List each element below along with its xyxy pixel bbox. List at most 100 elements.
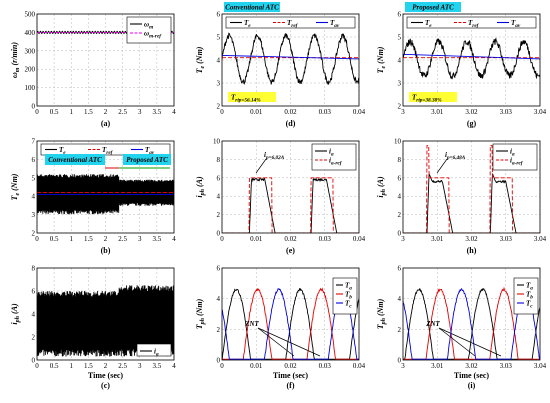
- legend: Te Tref Tav: [225, 16, 356, 29]
- x-tick-label: 2.5: [118, 362, 127, 370]
- panel-a: 0 0.5 1 1.5 2 2.5 3 3.5 4 0 100 200 300 400 500 ωm (r/m…: [10, 11, 176, 129]
- legend-entry: ia: [329, 148, 334, 158]
- y-tick-label: 2: [217, 103, 221, 111]
- x-tick-label: 0: [35, 108, 39, 116]
- y-tick-label: 4: [217, 295, 221, 303]
- legend-entry: Tc: [345, 300, 352, 310]
- y-tick-label: 0: [398, 230, 402, 238]
- x-tick-label: 1.5: [84, 362, 93, 370]
- legend-entry: Te: [244, 19, 251, 29]
- x-tick-label: 0.01: [250, 362, 263, 370]
- y-axis-label: iph (A): [195, 176, 206, 198]
- legend-box: [406, 16, 537, 29]
- y-tick-label: 2: [217, 326, 221, 334]
- y-tick-label: 6: [398, 174, 402, 182]
- x-tick-label: 2: [104, 235, 108, 243]
- x-tick-label: 0.5: [50, 108, 59, 116]
- x-tick-label: 0: [35, 235, 39, 243]
- y-tick-label: 4: [398, 295, 402, 303]
- highlight-box: [224, 2, 280, 12]
- legend-box: [40, 143, 171, 156]
- legend-box: [311, 143, 357, 171]
- y-axis-label: Te (Nm): [376, 46, 387, 73]
- legend-entry: Te: [59, 146, 66, 156]
- series-t-e: [222, 32, 359, 85]
- series-i-a: [222, 177, 359, 233]
- x-tick-label: 4: [172, 362, 176, 370]
- legend-entry: Ta: [526, 282, 533, 292]
- y-tick-label: 4: [398, 193, 402, 201]
- x-tick-label: 0.03: [319, 362, 332, 370]
- x-tick-label: 3: [401, 362, 405, 370]
- x-tick-label: 2.5: [118, 235, 127, 243]
- x-tick-label: 0.04: [353, 362, 366, 370]
- series-t-av: [222, 54, 359, 60]
- y-tick-label: 10: [394, 138, 402, 146]
- series-i-a: [37, 285, 174, 357]
- legend-box: [126, 16, 172, 44]
- annotation-pointer: [257, 327, 321, 357]
- x-tick-label: 1: [70, 108, 74, 116]
- peak-current-label: ip=6.48A: [445, 151, 466, 161]
- y-tick-label: 2: [398, 326, 402, 334]
- legend-entry: Te: [425, 19, 432, 29]
- annotation-pointer: [436, 158, 448, 174]
- x-tick-label: 3.03: [500, 108, 513, 116]
- legend-entry: Tav: [511, 19, 521, 29]
- legend-box: [225, 16, 356, 29]
- y-axis-label: Tph (Nm): [376, 298, 387, 329]
- x-tick-label: 3.03: [500, 235, 513, 243]
- y-tick-label: 3: [32, 211, 36, 219]
- y-tick-label: 4: [217, 57, 221, 65]
- y-tick-label: 4: [217, 193, 221, 201]
- y-tick-label: 6: [217, 11, 221, 19]
- y-tick-label: 5: [217, 34, 221, 42]
- x-tick-label: 1.5: [84, 108, 93, 116]
- x-tick-label: 3: [138, 362, 142, 370]
- legend: Te Tref Tav: [406, 16, 537, 29]
- plot-frame: [221, 13, 360, 107]
- panel-caption: (a): [101, 119, 111, 128]
- plot-frame: [36, 13, 175, 107]
- panel-caption: (c): [101, 381, 110, 390]
- x-tick-label: 1: [70, 235, 74, 243]
- highlight-box: [228, 92, 276, 102]
- panel-caption: (b): [101, 246, 111, 255]
- ripple-label: Trip=56.14%: [231, 94, 261, 104]
- panel-caption: (i): [468, 381, 476, 390]
- x-tick-label: 3.01: [431, 362, 444, 370]
- legend-entry: Tref: [468, 19, 480, 29]
- legend-entry: ωm-ref: [144, 30, 162, 40]
- legend-box: [136, 343, 172, 357]
- legend: Te Tref Tav: [40, 143, 171, 156]
- x-tick-label: 0: [220, 362, 224, 370]
- x-tick-label: 3: [138, 235, 142, 243]
- x-tick-label: 0.03: [319, 235, 332, 243]
- x-tick-label: 3.01: [431, 235, 444, 243]
- panel-e: 0 0.01 0.02 0.03 0.04 0 2 4 6 8 10 iph (A) (e) iaia-r…: [195, 138, 366, 256]
- y-tick-label: 3: [398, 80, 402, 88]
- plot-frame: [402, 267, 541, 361]
- legend-entry: Ta: [345, 282, 352, 292]
- legend-entry: Tc: [526, 300, 533, 310]
- legend-entry: ωm: [144, 21, 153, 31]
- plot-frame: [402, 13, 541, 107]
- y-axis-label-text: iph (A): [376, 176, 387, 198]
- y-axis-label-text: iph (A): [195, 176, 206, 198]
- y-axis-label-text: Tph (Nm): [195, 298, 206, 329]
- y-tick-label: 0: [32, 103, 36, 111]
- x-tick-label: 0: [220, 235, 224, 243]
- x-axis-label: Time (sec): [88, 371, 124, 380]
- legend-box: [492, 143, 538, 171]
- x-tick-label: 4: [172, 235, 176, 243]
- x-axis-label: Time (sec): [273, 371, 309, 380]
- series-t-b: [222, 287, 359, 360]
- annotation-pointer: [255, 158, 267, 174]
- panel-c: 0 0.5 1 1.5 2 2.5 3 3.5 4 0 2 4 6 8 iph (A) Time (sec)(…: [10, 265, 176, 391]
